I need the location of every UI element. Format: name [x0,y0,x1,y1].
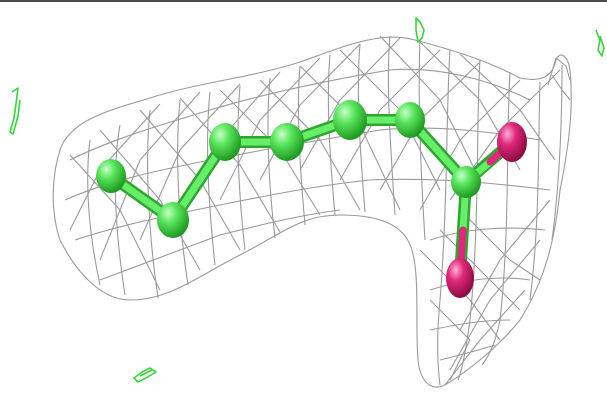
carbon-atom-1 [96,159,126,193]
carbon-atom-3 [209,123,241,161]
noise-fragment-left [9,87,21,135]
density-noise-fragments [9,17,605,383]
electron-density-mesh [52,35,572,388]
noise-fragment-top [415,17,425,43]
carbon-atom-7 [451,166,481,198]
noise-fragment-bottom [133,367,157,383]
carbon-atom-6 [395,102,425,138]
top-border [0,0,607,2]
oxygen-atom-1 [497,122,527,162]
oxygen-atom-2 [446,258,474,298]
carbon-atom-2 [157,202,189,238]
noise-fragment-right [595,29,605,57]
carbon-atom-4 [270,123,304,161]
ligand-atoms [96,100,527,298]
carbon-atom-5 [333,100,367,140]
